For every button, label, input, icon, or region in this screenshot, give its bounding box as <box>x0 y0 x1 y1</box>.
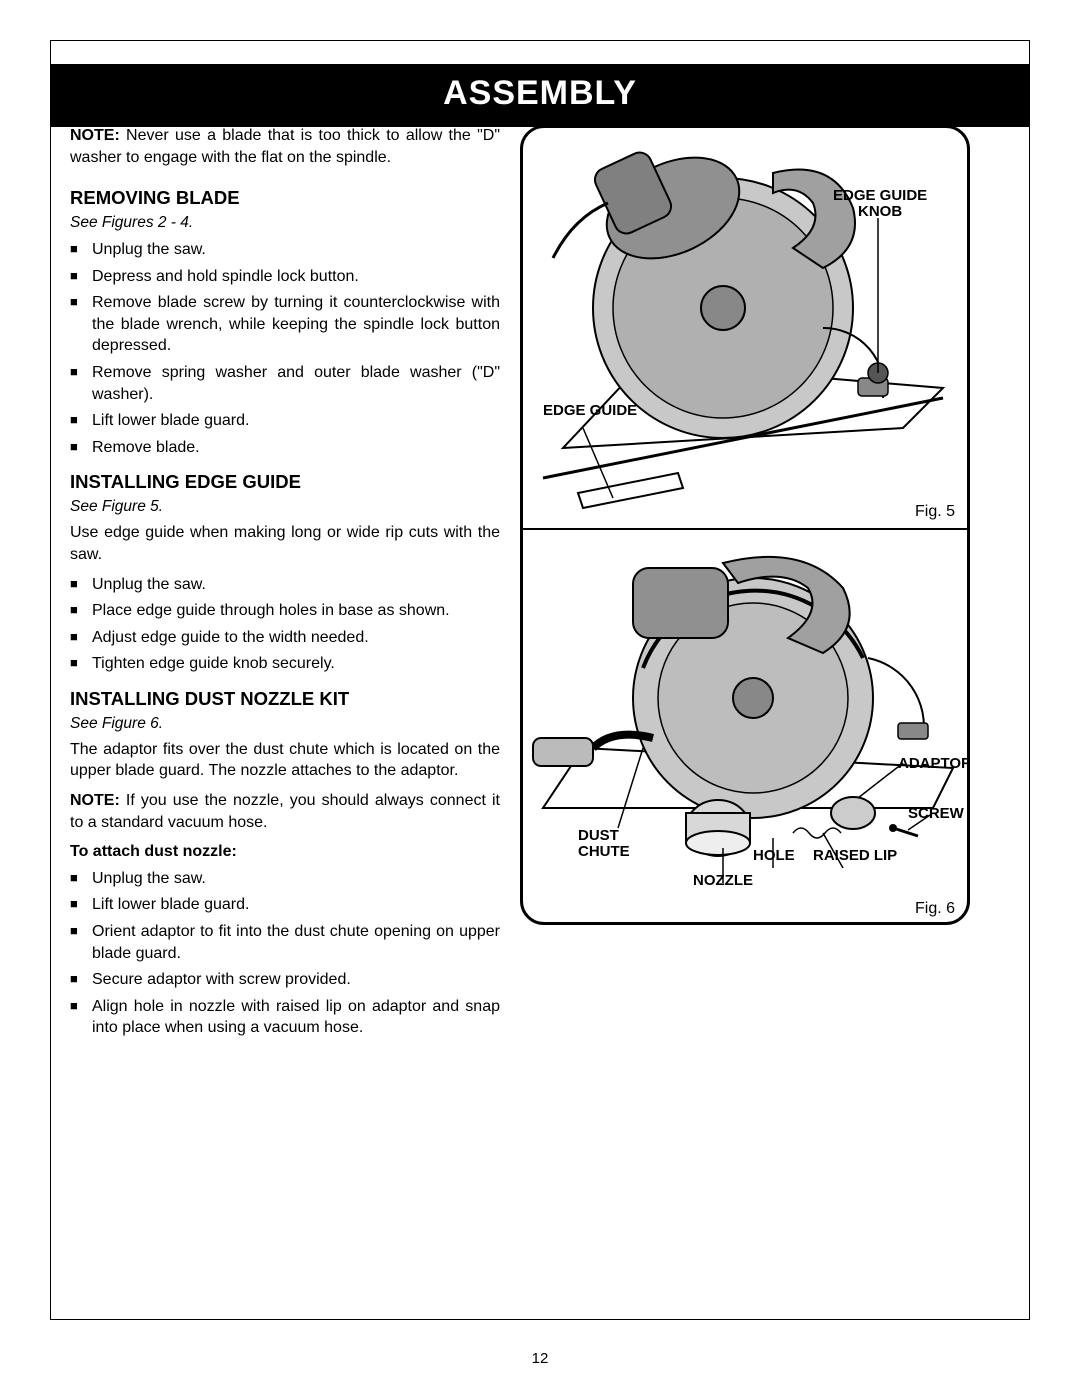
dust-see-fig: See Figure 6. <box>70 714 500 735</box>
assembly-title-bar: ASSEMBLY <box>51 64 1029 127</box>
fig6-illustration <box>523 528 970 925</box>
dust-p1: The adaptor fits over the dust chute whi… <box>70 739 500 782</box>
list-item: Orient adaptor to fit into the dust chut… <box>70 921 500 964</box>
list-item: Unplug the saw. <box>70 868 500 890</box>
fig6-label-screw: SCREW <box>908 806 964 822</box>
fig5-label-edge-guide: EDGE GUIDE <box>543 403 637 419</box>
dust-subheading: To attach dust nozzle: <box>70 841 500 863</box>
edge-list: Unplug the saw. Place edge guide through… <box>70 574 500 675</box>
list-item: Depress and hold spindle lock button. <box>70 266 500 288</box>
note-label: NOTE: <box>70 127 120 144</box>
fig5-caption: Fig. 5 <box>915 503 955 521</box>
fig6-label-dust-chute: DUST CHUTE <box>578 828 630 860</box>
list-item: Adjust edge guide to the width needed. <box>70 627 500 649</box>
list-item: Tighten edge guide knob securely. <box>70 653 500 675</box>
removing-see-fig: See Figures 2 - 4. <box>70 213 500 234</box>
list-item: Remove blade. <box>70 437 500 459</box>
fig6-label-raised-lip: RAISED LIP <box>813 848 897 864</box>
list-item: Lift lower blade guard. <box>70 410 500 432</box>
list-item: Unplug the saw. <box>70 574 500 596</box>
list-item: Place edge guide through holes in base a… <box>70 600 500 622</box>
fig6-caption: Fig. 6 <box>915 900 955 918</box>
fig5-label-edge-guide-knob: EDGE GUIDE KNOB <box>833 188 927 220</box>
note-paragraph: NOTE: Never use a blade that is too thic… <box>70 125 500 168</box>
edge-guide-heading: INSTALLING EDGE GUIDE <box>70 470 500 495</box>
list-item: Align hole in nozzle with raised lip on … <box>70 996 500 1039</box>
list-item: Unplug the saw. <box>70 239 500 261</box>
dust-note: NOTE: If you use the nozzle, you should … <box>70 790 500 833</box>
fig6-label-hole: HOLE <box>753 848 795 864</box>
removing-blade-heading: REMOVING BLADE <box>70 186 500 211</box>
edge-see-fig: See Figure 5. <box>70 497 500 518</box>
edge-intro: Use edge guide when making long or wide … <box>70 522 500 565</box>
list-item: Remove blade screw by turning it counter… <box>70 292 500 357</box>
page-number: 12 <box>0 1350 1080 1367</box>
list-item: Lift lower blade guard. <box>70 894 500 916</box>
dust-note-text: If you use the nozzle, you should always… <box>70 792 500 831</box>
left-column: NOTE: Never use a blade that is too thic… <box>70 125 500 1051</box>
removing-list: Unplug the saw. Depress and hold spindle… <box>70 239 500 458</box>
figure-panel: EDGE GUIDE KNOB EDGE GUIDE Fig. 5 <box>520 125 970 925</box>
right-column: EDGE GUIDE KNOB EDGE GUIDE Fig. 5 <box>520 125 1000 1051</box>
dust-heading: INSTALLING DUST NOZZLE KIT <box>70 687 500 712</box>
dust-list: Unplug the saw. Lift lower blade guard. … <box>70 868 500 1039</box>
list-item: Remove spring washer and outer blade was… <box>70 362 500 405</box>
note-text: Never use a blade that is too thick to a… <box>70 127 500 166</box>
list-item: Secure adaptor with screw provided. <box>70 969 500 991</box>
fig6-label-adaptor: ADAPTOR <box>898 756 970 772</box>
dust-note-label: NOTE: <box>70 792 120 809</box>
fig6-label-nozzle: NOZZLE <box>693 873 753 889</box>
content-area: NOTE: Never use a blade that is too thic… <box>70 125 1010 1051</box>
